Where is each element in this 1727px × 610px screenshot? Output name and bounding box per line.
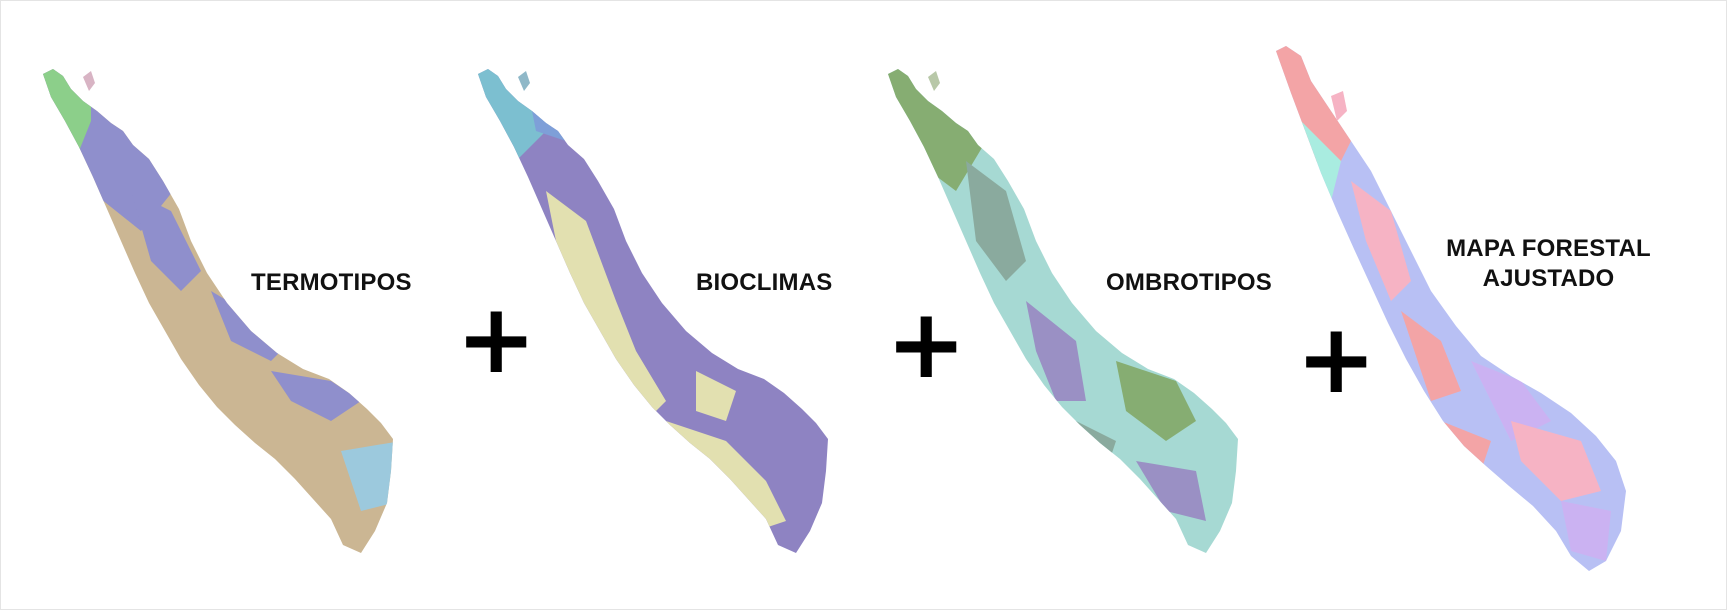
ombrotipos-label: OMBROTIPOS	[1106, 269, 1273, 296]
mapa-forestal-label-line1: MAPA FORESTAL	[1446, 235, 1651, 262]
bioclimas-map	[466, 41, 886, 610]
termotipos-map	[31, 41, 451, 610]
plus-operator-2: +	[886, 288, 967, 400]
termotipos-label: TERMOTIPOS	[251, 269, 412, 296]
plus-operator-1: +	[456, 283, 537, 395]
bioclimas-label: BIOCLIMAS	[696, 269, 833, 296]
plus-operator-3: +	[1296, 303, 1377, 415]
mapa-forestal-label: MAPA FORESTAL AJUSTADO	[1431, 234, 1666, 294]
ombrotipos-map	[876, 41, 1296, 610]
mapa-forestal-label-line2: AJUSTADO	[1482, 265, 1615, 292]
mapa-forestal-map	[1271, 41, 1691, 610]
